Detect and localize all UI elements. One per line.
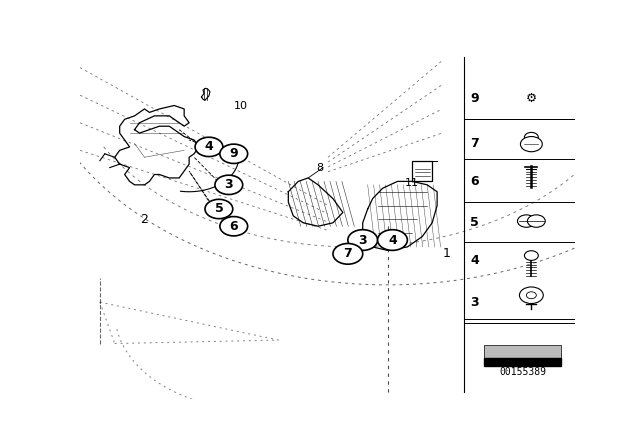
Text: 2: 2 [141, 213, 148, 226]
Text: 9: 9 [470, 92, 479, 105]
Text: ⚙: ⚙ [525, 92, 537, 105]
Text: 7: 7 [470, 137, 479, 150]
Circle shape [526, 292, 536, 299]
Text: 00155389: 00155389 [499, 367, 546, 377]
Text: 7: 7 [344, 247, 352, 260]
Text: 8: 8 [316, 163, 323, 172]
Circle shape [220, 216, 248, 236]
Text: 4: 4 [388, 233, 397, 246]
Circle shape [378, 230, 408, 250]
Text: 5: 5 [214, 202, 223, 215]
Text: 1: 1 [443, 247, 451, 260]
Polygon shape [484, 358, 561, 366]
Circle shape [524, 133, 538, 142]
Text: 3: 3 [358, 233, 367, 246]
Circle shape [520, 137, 542, 152]
Text: 11: 11 [405, 178, 419, 188]
Text: 3: 3 [470, 296, 479, 309]
Circle shape [195, 137, 223, 156]
Circle shape [205, 199, 233, 219]
Circle shape [524, 251, 538, 260]
Text: 10: 10 [234, 100, 248, 111]
Circle shape [220, 144, 248, 164]
Circle shape [215, 175, 243, 194]
Polygon shape [484, 345, 561, 358]
Text: 3: 3 [225, 178, 233, 191]
Circle shape [333, 243, 363, 264]
Circle shape [518, 215, 535, 227]
Text: 5: 5 [470, 216, 479, 229]
Circle shape [527, 215, 545, 227]
Circle shape [520, 287, 543, 303]
Text: 4: 4 [470, 254, 479, 267]
Text: 9: 9 [230, 147, 238, 160]
Text: 6: 6 [230, 220, 238, 233]
Circle shape [348, 230, 378, 250]
Text: 6: 6 [470, 175, 479, 188]
Text: 4: 4 [205, 140, 213, 153]
